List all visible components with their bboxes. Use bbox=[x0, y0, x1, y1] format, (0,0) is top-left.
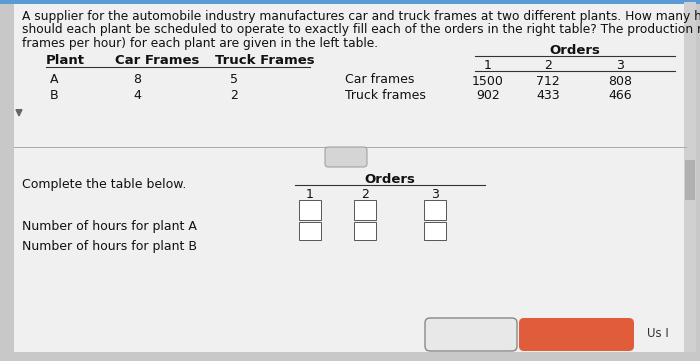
Text: 3: 3 bbox=[431, 188, 439, 201]
Text: 5: 5 bbox=[230, 73, 238, 86]
FancyBboxPatch shape bbox=[325, 147, 367, 167]
Text: Truck Frames: Truck Frames bbox=[215, 54, 314, 67]
Text: 433: 433 bbox=[536, 89, 560, 102]
Bar bbox=[299, 200, 321, 220]
Text: Truck frames: Truck frames bbox=[345, 89, 426, 102]
Bar bbox=[424, 200, 446, 220]
Text: 2: 2 bbox=[361, 188, 369, 201]
Text: Plant: Plant bbox=[46, 54, 85, 67]
Text: 466: 466 bbox=[608, 89, 632, 102]
Text: A supplier for the automobile industry manufactures car and truck frames at two : A supplier for the automobile industry m… bbox=[22, 10, 700, 23]
Bar bbox=[0, 0, 700, 4]
Text: Number of hours for plant A: Number of hours for plant A bbox=[22, 220, 197, 233]
Bar bbox=[354, 222, 376, 240]
Text: Number of hours for plant B: Number of hours for plant B bbox=[22, 240, 197, 253]
Text: 2: 2 bbox=[544, 59, 552, 72]
Text: 1: 1 bbox=[484, 59, 492, 72]
Text: frames per hour) for each plant are given in the left table.: frames per hour) for each plant are give… bbox=[22, 37, 378, 50]
Text: Orders: Orders bbox=[365, 173, 415, 186]
Text: 1: 1 bbox=[306, 188, 314, 201]
Text: Clear all: Clear all bbox=[447, 327, 496, 340]
Text: 1500: 1500 bbox=[472, 75, 504, 88]
Text: Orders: Orders bbox=[550, 44, 601, 57]
Text: Car Frames: Car Frames bbox=[115, 54, 200, 67]
Text: 3: 3 bbox=[616, 59, 624, 72]
Bar bbox=[424, 222, 446, 240]
Bar bbox=[354, 200, 376, 220]
Text: Us I: Us I bbox=[647, 327, 668, 340]
Text: 902: 902 bbox=[476, 89, 500, 102]
Bar bbox=[685, 160, 695, 200]
Text: ...: ... bbox=[341, 152, 351, 161]
Bar bbox=[684, 2, 696, 352]
Bar bbox=[299, 222, 321, 240]
Text: A: A bbox=[50, 73, 59, 86]
Text: should each plant be scheduled to operate to exactly fill each of the orders in : should each plant be scheduled to operat… bbox=[22, 23, 700, 36]
Text: Car frames: Car frames bbox=[345, 73, 414, 86]
Text: B: B bbox=[50, 89, 59, 102]
Text: 712: 712 bbox=[536, 75, 560, 88]
Text: 2: 2 bbox=[230, 89, 238, 102]
FancyBboxPatch shape bbox=[519, 318, 634, 351]
Text: Complete the table below.: Complete the table below. bbox=[22, 178, 186, 191]
Text: 4: 4 bbox=[133, 89, 141, 102]
FancyBboxPatch shape bbox=[425, 318, 517, 351]
Text: 808: 808 bbox=[608, 75, 632, 88]
Text: Check answer: Check answer bbox=[535, 327, 618, 340]
Text: 8: 8 bbox=[133, 73, 141, 86]
